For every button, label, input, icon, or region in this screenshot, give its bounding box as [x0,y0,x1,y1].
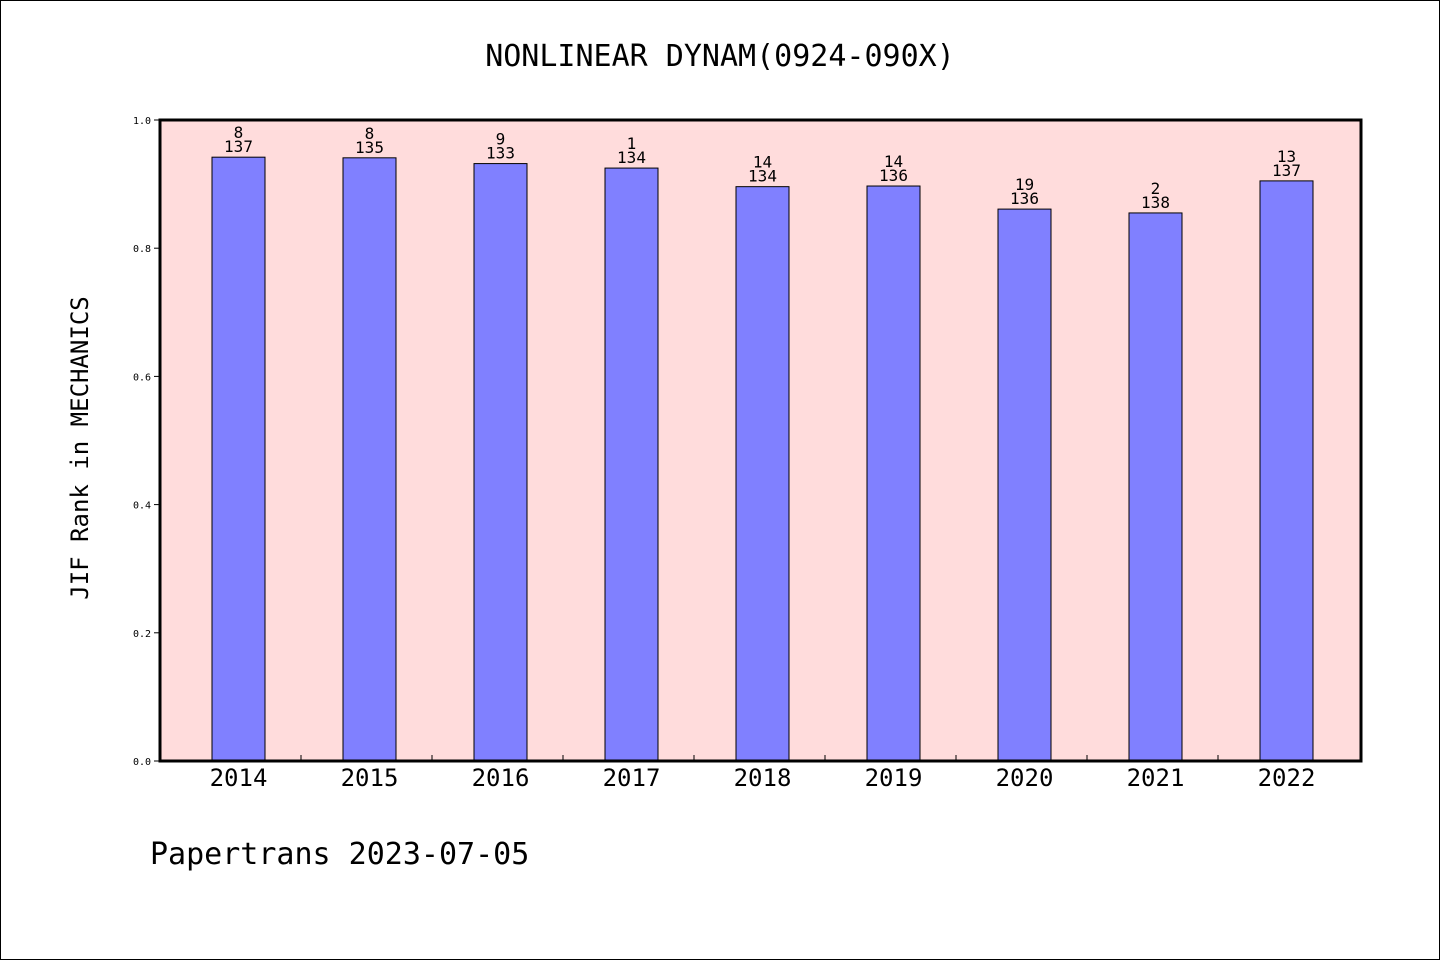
rank-label-2016: 9 [496,130,506,149]
y-tick-label: 0.2 [133,629,151,640]
total-label-2018: 134 [748,167,777,186]
rank-label-2017: 1 [627,134,637,153]
total-label-2016: 133 [486,144,515,163]
rank-label-2020: 19 [1015,175,1034,194]
x-tick-label-2015: 2015 [341,764,399,792]
bar-2022 [1259,180,1314,762]
bar-2014 [211,156,266,762]
bar-2017 [604,167,659,762]
rank-label-2015: 8 [365,124,375,143]
total-label-2014: 137 [224,137,253,156]
total-label-2015: 135 [355,138,384,157]
bar-2019 [866,185,921,762]
x-tick-label-2019: 2019 [865,764,923,792]
rank-label-2022: 13 [1277,147,1296,166]
x-tick-label-2014: 2014 [210,764,268,792]
x-tick-label-2022: 2022 [1258,764,1316,792]
rank-label-2021: 2 [1151,179,1161,198]
chart-title: NONLINEAR DYNAM(0924-090X) [485,39,955,74]
total-label-2020: 136 [1010,189,1039,208]
x-tick-label-2016: 2016 [472,764,530,792]
y-tick-label: 0.8 [133,244,151,255]
x-tick-label-2020: 2020 [996,764,1054,792]
rank-label-2014: 8 [234,123,244,142]
total-label-2021: 138 [1141,193,1170,212]
bar-2021 [1128,212,1183,762]
y-axis-label: JIF Rank in MECHANICS [66,296,94,599]
y-tick-label: 1.0 [133,116,151,127]
bars-group [211,156,1314,762]
bar-2016 [473,163,528,762]
y-axis: 0.0 0.2 0.4 0.6 0.8 1.0 [133,116,160,768]
y-tick-label: 0.6 [133,372,151,383]
total-label-2022: 137 [1272,161,1301,180]
total-label-2017: 134 [617,148,646,167]
bar-2020 [997,208,1052,762]
bar-2015 [342,157,397,762]
plot-border [158,118,1363,763]
bar-2018 [735,186,790,762]
y-tick-label: 0.4 [133,501,151,512]
rank-label-2018: 14 [753,153,772,172]
x-tick-label-2017: 2017 [603,764,661,792]
x-axis: 2014 2015 2016 2017 2018 2019 2020 2021 2022 [210,755,1316,792]
x-tick-label-2018: 2018 [734,764,792,792]
rank-label-2019: 14 [884,152,903,171]
total-label-2019: 136 [879,166,908,185]
x-tick-label-2021: 2021 [1127,764,1185,792]
footer-text: Papertrans 2023-07-05 [150,837,529,872]
y-tick-label: 0.0 [133,757,151,768]
